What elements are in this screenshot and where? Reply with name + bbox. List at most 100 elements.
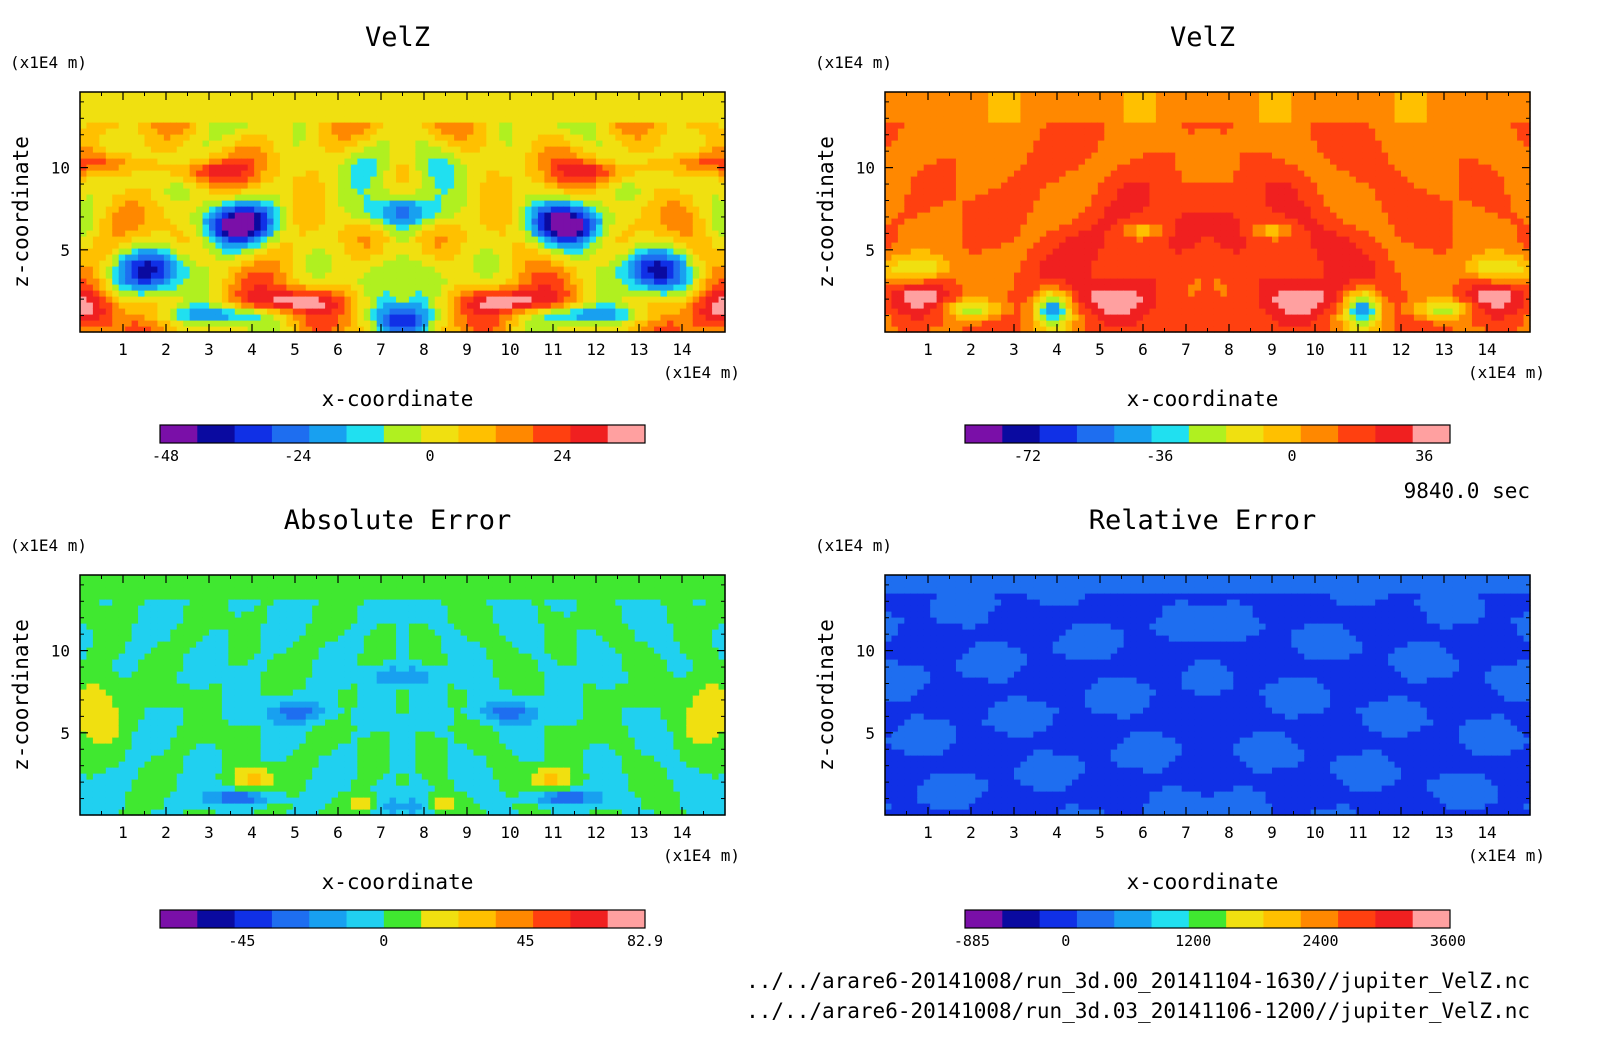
heatmap-cell [112, 272, 120, 279]
heatmap-cell [712, 266, 720, 273]
heatmap-cell [170, 182, 178, 189]
heatmap-cell [505, 182, 513, 189]
heatmap-cell [492, 188, 500, 195]
heatmap-cell [499, 218, 507, 225]
heatmap-cell [176, 254, 184, 261]
heatmap-cell [467, 134, 475, 141]
heatmap-cell [163, 224, 171, 231]
heatmap-cell [679, 308, 687, 315]
heatmap-cell [92, 176, 100, 183]
heatmap-cell [479, 212, 487, 219]
heatmap-cell [267, 104, 275, 111]
heatmap-cell [144, 284, 152, 291]
heatmap-cell [673, 206, 681, 213]
heatmap-cell [583, 218, 591, 225]
heatmap-cell [299, 296, 307, 303]
heatmap-cell [647, 224, 655, 231]
heatmap-cell [163, 260, 171, 267]
heatmap-cell [602, 92, 610, 99]
heatmap-cell [157, 230, 165, 237]
heatmap-cell [576, 92, 584, 99]
heatmap-cell [705, 212, 713, 219]
heatmap-cell [331, 308, 339, 315]
heatmap-cell [621, 230, 629, 237]
heatmap-cell [570, 314, 578, 321]
heatmap-cell [292, 128, 300, 135]
heatmap-cell [712, 140, 720, 147]
heatmap-cell [376, 278, 384, 285]
heatmap-cell [350, 152, 358, 159]
heatmap-cell [447, 320, 455, 327]
heatmap-cell [512, 254, 520, 261]
heatmap-cell [189, 290, 197, 297]
heatmap-cell [267, 326, 275, 333]
heatmap-cell [318, 206, 326, 213]
heatmap-cell [679, 272, 687, 279]
heatmap-cell [125, 260, 133, 267]
heatmap-cell [499, 146, 507, 153]
heatmap-cell [260, 176, 268, 183]
heatmap-cell [312, 320, 320, 327]
heatmap-cell [479, 206, 487, 213]
heatmap-cell [505, 326, 513, 333]
heatmap-cell [299, 200, 307, 207]
heatmap-cell [221, 254, 229, 261]
heatmap-cell [163, 218, 171, 225]
heatmap-cell [241, 164, 249, 171]
heatmap-cell [454, 110, 462, 117]
heatmap-cell [904, 140, 912, 147]
heatmap-cell [962, 164, 970, 171]
heatmap-cell [930, 140, 938, 147]
heatmap-cell [525, 224, 533, 231]
heatmap-cell [312, 314, 320, 321]
heatmap-cell [267, 110, 275, 117]
heatmap-cell [705, 296, 713, 303]
heatmap-cell [150, 266, 158, 273]
heatmap-cell [396, 116, 404, 123]
heatmap-cell [537, 128, 545, 135]
heatmap-cell [254, 314, 262, 321]
heatmap-cell [428, 182, 436, 189]
heatmap-cell [988, 278, 996, 285]
heatmap-cell [505, 248, 513, 255]
heatmap-cell [673, 218, 681, 225]
heatmap-cell [441, 116, 449, 123]
heatmap-cell [383, 326, 391, 333]
heatmap-cell [125, 170, 133, 177]
heatmap-cell [544, 182, 552, 189]
heatmap-cell [150, 236, 158, 243]
heatmap-cell [897, 188, 905, 195]
heatmap-cell [576, 320, 584, 327]
heatmap-cell [183, 212, 191, 219]
heatmap-cell [370, 176, 378, 183]
heatmap-cell [286, 170, 294, 177]
heatmap-cell [479, 92, 487, 99]
heatmap-cell [99, 224, 107, 231]
heatmap-cell [267, 194, 275, 201]
heatmap-cell [344, 242, 352, 249]
heatmap-cell [279, 182, 287, 189]
heatmap-cell [634, 230, 642, 237]
heatmap-cell [654, 302, 662, 309]
heatmap-cell [331, 104, 339, 111]
heatmap-cell [512, 320, 520, 327]
heatmap-cell [92, 92, 100, 99]
heatmap-cell [615, 122, 623, 129]
heatmap-cell [344, 146, 352, 153]
heatmap-cell [428, 278, 436, 285]
heatmap-cell [467, 290, 475, 297]
heatmap-cell [654, 242, 662, 249]
heatmap-cell [505, 236, 513, 243]
heatmap-cell [897, 116, 905, 123]
heatmap-cell [460, 308, 468, 315]
heatmap-cell [202, 224, 210, 231]
heatmap-cell [930, 314, 938, 321]
heatmap-cell [441, 152, 449, 159]
heatmap-cell [86, 296, 94, 303]
heatmap-cell [131, 98, 139, 105]
heatmap-cell [718, 212, 726, 219]
heatmap-cell [981, 314, 989, 321]
heatmap-cell [531, 206, 539, 213]
heatmap-cell [550, 182, 558, 189]
heatmap-cell [318, 284, 326, 291]
